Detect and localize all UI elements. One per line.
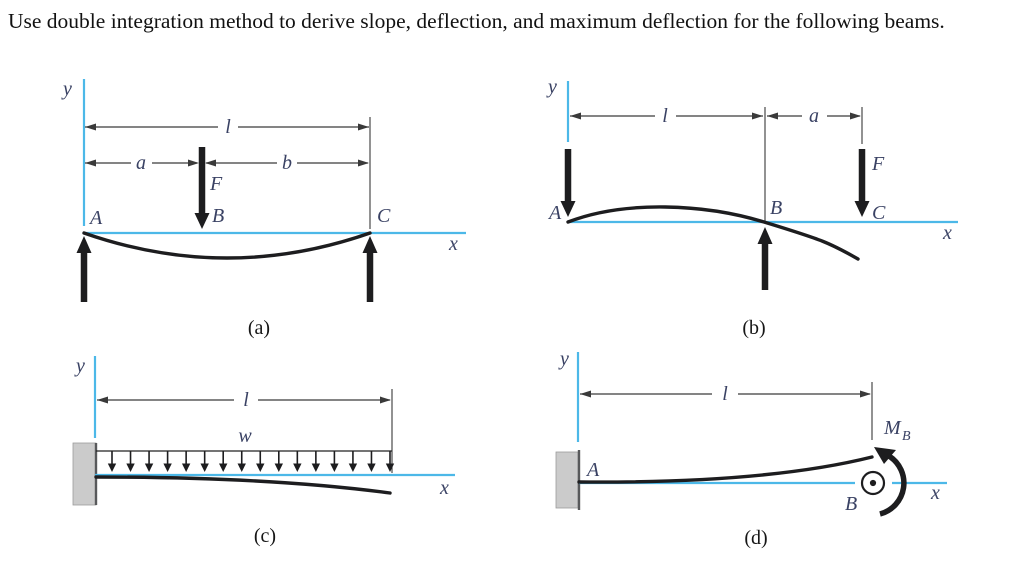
a-reaction-right-arrow-icon [362,236,378,253]
c-load-arrow-icon [311,463,321,472]
problem-statement: Use double integration method to derive … [8,9,945,33]
a-dim-b-arrow-left-icon [205,159,216,167]
b-force-label: F [871,153,885,175]
d-dim-l-arrow-left-icon [580,390,591,398]
a-dim-l-arrow-left-icon [85,123,96,131]
d-caption: (d) [744,527,767,549]
c-load-arrow-icon [385,463,395,472]
a-reaction-left-arrow-icon [76,236,92,253]
d-point-a-label: A [585,459,600,481]
c-load-label: w [238,425,252,447]
a-point-c-label: C [377,205,391,227]
b-dim-a-arrow-right-icon [850,112,861,120]
a-dim-l-arrow-right-icon [358,123,369,131]
a-y-axis-label: y [61,78,72,100]
a-deflection-curve [82,231,372,260]
c-load-arrow-icon [237,463,246,472]
c-load-arrow-icon [274,463,283,472]
d-y-axis-label: y [558,348,569,370]
b-deflection-curve [566,205,860,261]
d-dim-l-arrow-right-icon [860,390,871,398]
a-dim-a-arrow-right-icon [188,159,199,167]
d-moment-subscript-label: B [902,429,911,444]
b-dim-a-label: a [809,105,819,127]
b-dim-l-label: l [662,105,668,127]
c-load-arrow-icon [181,463,191,472]
c-load-arrow-icon [330,463,339,472]
b-reaction-arrow-icon [757,227,773,244]
b-point-c-label: C [872,202,886,224]
c-load-arrow-icon [367,463,376,472]
b-y-axis-label: y [546,76,557,98]
a-x-axis-label: x [448,233,458,255]
b-point-b-label: B [770,197,782,219]
c-load-arrow-icon [219,463,228,472]
c-load-arrow-icon [293,463,302,472]
a-dim-a-label: a [136,152,146,174]
c-caption: (c) [254,525,276,547]
a-point-a-label: A [88,207,103,229]
a-force-label: F [209,173,223,195]
a-dim-l-label: l [225,116,231,138]
c-load-arrow-icon [163,463,172,472]
c-load-arrow-icon [256,463,265,472]
b-force-right-arrow-icon [854,201,870,217]
a-dim-a-arrow-left-icon [85,159,96,167]
c-dim-l-arrow-right-icon [380,396,391,404]
d-moment-symbol-label: M [883,417,902,439]
c-x-axis-label: x [439,477,449,499]
d-dim-l-label: l [722,383,728,405]
b-caption: (b) [742,317,765,339]
diagram-a: y x l a b F A [61,78,466,339]
diagram-d: y l M B x A B (d) [555,348,947,549]
diagram-b: y x l a F A B C (b) [546,76,958,339]
b-dim-a-arrow-left-icon [767,112,778,120]
c-load-arrow-icon [348,463,358,472]
b-force-left-arrow-icon [560,201,576,217]
d-x-axis-label: x [930,482,940,504]
d-deflection-curve [577,455,874,484]
c-deflection-curve [94,475,392,495]
c-y-axis-label: y [74,355,85,377]
b-point-a-label: A [547,202,562,224]
c-fixed-support-wall [72,442,97,506]
d-moment-axis-dot-icon [869,479,877,487]
b-x-axis-label: x [942,222,952,244]
b-dim-l-arrow-right-icon [752,112,763,120]
d-moment-arrow-icon [874,447,896,464]
c-dim-l-label: l [243,389,249,411]
c-load-arrow-icon [144,463,154,472]
c-load-arrow-icon [107,463,117,472]
a-dim-b-arrow-right-icon [358,159,369,167]
d-fixed-support-wall [555,451,579,509]
c-distributed-load-arrows [107,451,395,472]
a-point-b-label: B [212,205,224,227]
c-dim-l-arrow-left-icon [97,396,108,404]
c-load-arrow-icon [126,463,135,472]
d-point-b-label: B [845,493,857,515]
d-moment-arc [879,453,907,517]
diagram-c: y l w x (c) [72,355,455,547]
a-force-arrow-icon [194,213,210,229]
c-load-arrow-icon [200,463,209,472]
b-dim-l-arrow-left-icon [570,112,581,120]
a-caption: (a) [248,317,270,339]
a-dim-b-label: b [282,152,292,174]
